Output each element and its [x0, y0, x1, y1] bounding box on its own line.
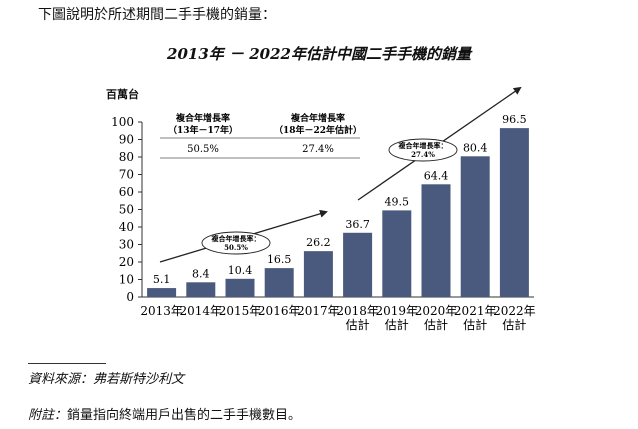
x-tick-label: 2018年: [336, 304, 379, 318]
bar-value-label: 49.5: [385, 195, 410, 208]
cagr-table: 複合年增長率（13年－17年）50.5%複合年增長率（18年－22年估計）27.…: [160, 112, 362, 159]
bar-value-label: 96.5: [502, 113, 527, 126]
bar-value-label: 64.4: [424, 169, 449, 182]
x-tick-label: 2021年: [454, 304, 497, 318]
y-axis-unit: 百萬台: [106, 88, 139, 101]
x-tick-label: 2013年: [140, 304, 183, 318]
x-tick-label: 估計: [463, 317, 487, 332]
bar-value-label: 26.2: [306, 236, 331, 249]
y-tick-label: 30: [119, 238, 134, 252]
y-tick-label: 20: [119, 255, 134, 269]
bar: [225, 278, 255, 297]
x-tick-label: 2019年: [376, 304, 419, 318]
table-value: 27.4%: [302, 144, 334, 155]
y-tick-label: 50: [119, 203, 134, 217]
y-tick-label: 10: [119, 273, 134, 287]
y-tick-label: 100: [111, 115, 134, 129]
bar: [382, 210, 412, 297]
cagr-annotation-text: 複合年增長率：: [398, 141, 448, 150]
trend-arrows: 複合年增長率：50.5%複合年增長率：27.4%: [159, 86, 522, 263]
footnote-text: 銷量指向終端用戶出售的二手手機數目。: [67, 408, 302, 423]
bar-value-label: 10.4: [228, 264, 253, 277]
source-text: 資料來源：弗若斯特沙利文: [28, 372, 185, 387]
bar: [147, 288, 177, 297]
x-tick-label: 2016年: [258, 304, 301, 318]
footnote-label: 附註：: [28, 408, 68, 423]
y-tick-label: 60: [119, 185, 134, 199]
bar: [499, 128, 529, 297]
x-tick-label: 估計: [385, 317, 409, 332]
table-header: （13年－17年）: [168, 124, 238, 136]
y-tick-label: 40: [119, 220, 134, 234]
intro-text: 下圖說明於所述期間二手手機的銷量：: [38, 7, 276, 23]
x-tick-label: 2020年: [415, 304, 458, 318]
bar: [303, 251, 333, 297]
y-tick-label: 0: [126, 290, 134, 304]
cagr-annotation-text: 50.5%: [224, 243, 248, 252]
bar-value-label: 5.1: [153, 273, 171, 286]
chart-bars: [147, 128, 529, 297]
chart-title: 2013年 － 2022年估計中國二手手機的銷量: [167, 45, 471, 63]
bar: [421, 184, 451, 297]
y-tick-label: 80: [119, 150, 134, 164]
cagr-annotation-text: 複合年增長率：: [211, 234, 261, 243]
bar: [264, 268, 294, 297]
y-tick-label: 70: [119, 168, 134, 182]
source-divider: [28, 363, 106, 364]
x-tick-label: 估計: [424, 317, 448, 332]
chart-axes: 0 10 20 30 40 50 60 70 80 90 100: [111, 115, 534, 304]
x-tick-label: 2017年: [297, 304, 340, 318]
bar: [343, 232, 373, 297]
bar: [186, 282, 216, 297]
cagr-annotation-text: 27.4%: [411, 150, 435, 159]
table-header: 複合年增長率: [290, 112, 345, 124]
bar-value-label: 16.5: [267, 253, 292, 266]
x-tick-label: 2015年: [219, 304, 262, 318]
footnote: 附註：銷量指向終端用戶出售的二手手機數目。: [28, 404, 301, 423]
x-tick-label: 2014年: [180, 304, 223, 318]
bar-value-label: 8.4: [192, 267, 210, 280]
table-header: 複合年增長率: [175, 112, 230, 124]
cagr-oval: [388, 138, 458, 162]
cagr-oval: [201, 231, 271, 255]
bar-value-label: 80.4: [463, 141, 488, 154]
x-tick-label: 估計: [346, 317, 370, 332]
bar: [460, 156, 490, 297]
chart-labels: 5.1 2013年 8.4 2014年 10.4 2015年 16.5 2016年 26.2 20…: [140, 113, 535, 332]
y-tick-label: 90: [119, 133, 134, 147]
x-tick-label: 2022年: [493, 304, 536, 318]
x-tick-label: 估計: [502, 317, 526, 332]
table-value: 50.5%: [187, 144, 219, 155]
bar-value-label: 36.7: [345, 218, 370, 231]
table-header: （18年－22年估計）: [274, 124, 362, 136]
